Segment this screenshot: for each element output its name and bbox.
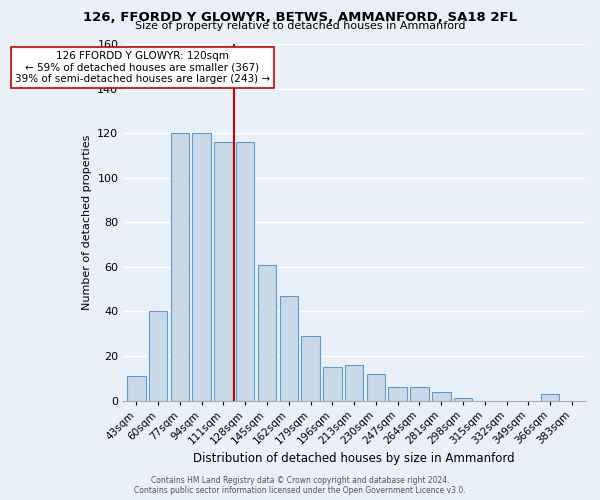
Text: Size of property relative to detached houses in Ammanford: Size of property relative to detached ho… [135, 21, 465, 31]
Bar [280, 296, 298, 401]
Text: Contains HM Land Registry data © Crown copyright and database right 2024.
Contai: Contains HM Land Registry data © Crown c… [134, 476, 466, 495]
Bar [214, 142, 233, 401]
Bar [127, 376, 146, 400]
Bar [345, 365, 364, 400]
Bar [193, 133, 211, 400]
Bar [323, 367, 341, 400]
Bar [301, 336, 320, 400]
Bar [454, 398, 472, 400]
Bar [149, 312, 167, 400]
Bar [388, 387, 407, 400]
Bar [432, 392, 451, 400]
Bar [170, 133, 189, 400]
Bar [258, 264, 276, 400]
Text: 126 FFORDD Y GLOWYR: 120sqm
← 59% of detached houses are smaller (367)
39% of se: 126 FFORDD Y GLOWYR: 120sqm ← 59% of det… [15, 50, 270, 84]
Bar [541, 394, 559, 400]
Text: 126, FFORDD Y GLOWYR, BETWS, AMMANFORD, SA18 2FL: 126, FFORDD Y GLOWYR, BETWS, AMMANFORD, … [83, 11, 517, 24]
Bar [236, 142, 254, 401]
Bar [367, 374, 385, 400]
Y-axis label: Number of detached properties: Number of detached properties [82, 134, 92, 310]
Bar [410, 387, 429, 400]
X-axis label: Distribution of detached houses by size in Ammanford: Distribution of detached houses by size … [193, 452, 515, 465]
